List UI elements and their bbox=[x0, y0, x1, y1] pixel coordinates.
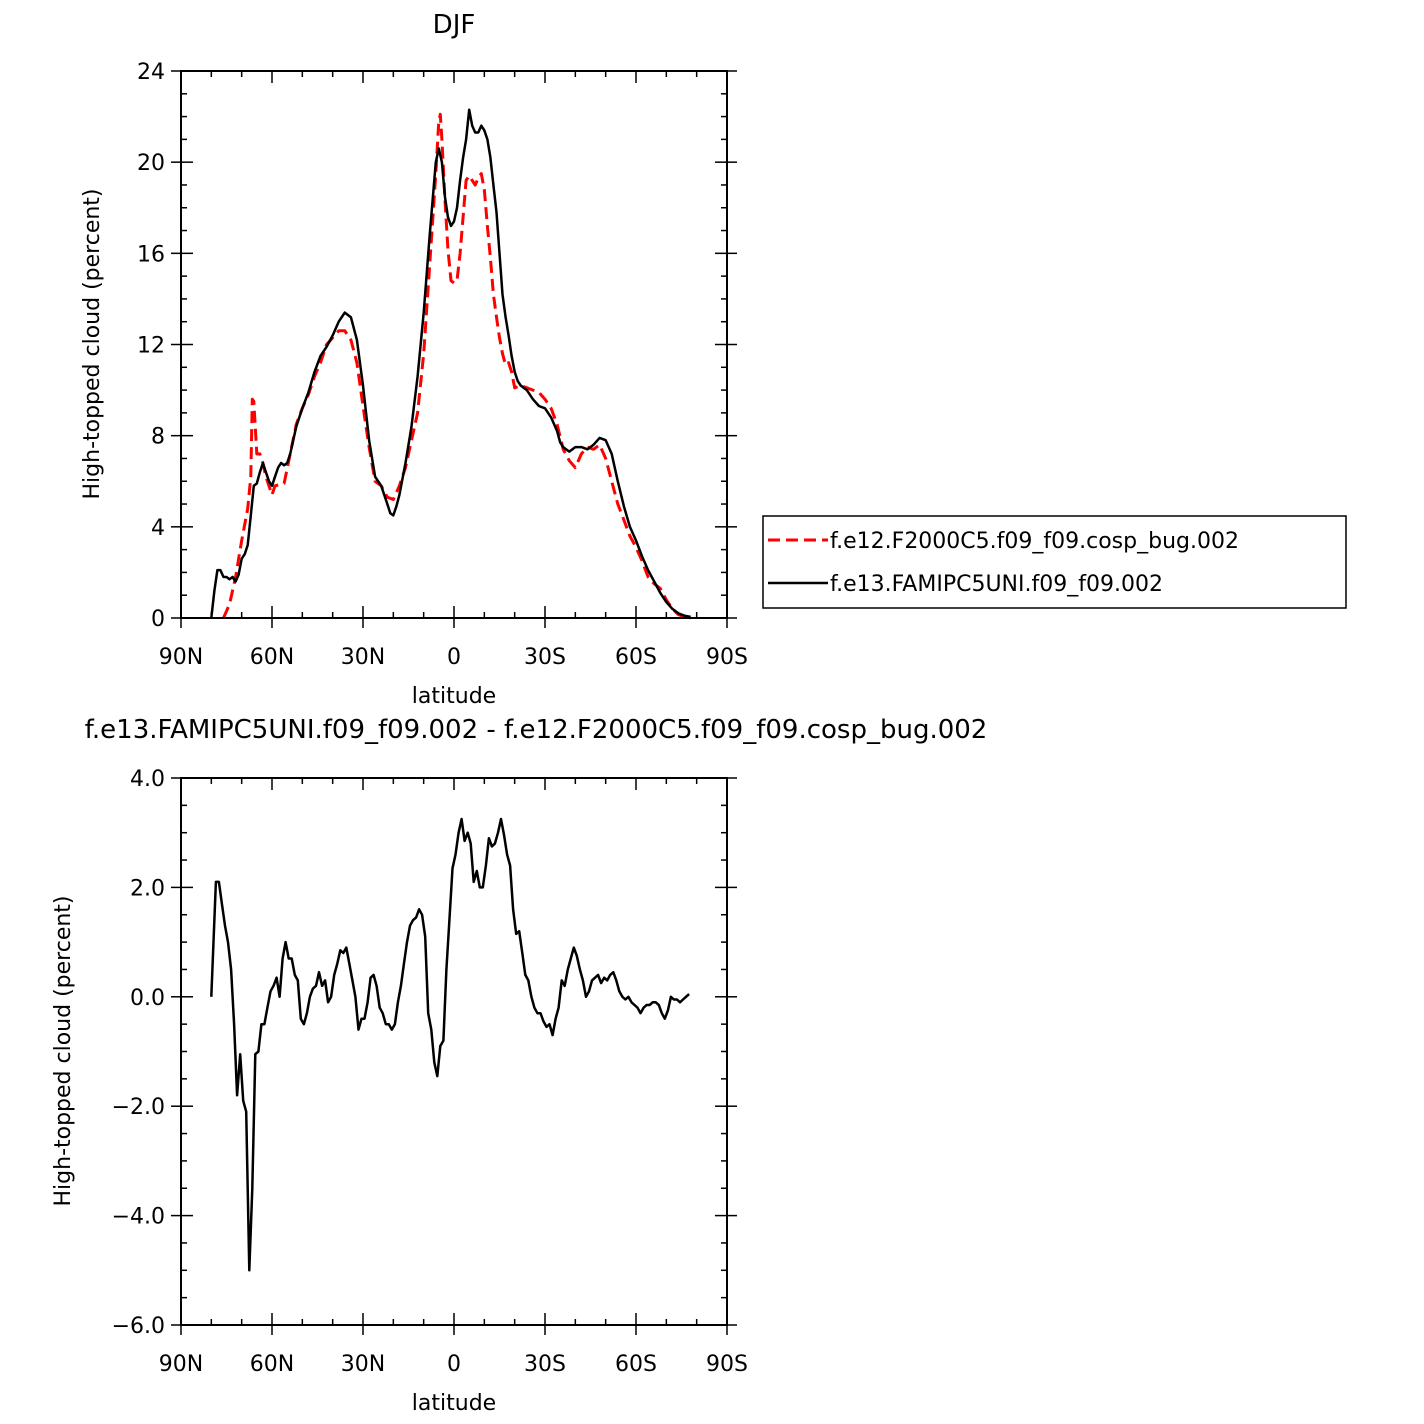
bottom-y-tick-label: −6.0 bbox=[112, 1314, 165, 1339]
bottom-plot-frame bbox=[180, 777, 728, 1326]
top-y-tick-label: 0 bbox=[151, 607, 165, 632]
legend-entry-1: f.e12.F2000C5.f09_f09.cosp_bug.002 bbox=[830, 529, 1239, 554]
bottom-x-axis-label: latitude bbox=[412, 1391, 496, 1416]
legend-entry-2: f.e13.FAMIPC5UNI.f09_f09.002 bbox=[830, 572, 1163, 597]
legend-box bbox=[762, 515, 1347, 609]
bottom-series-line-1 bbox=[210, 817, 690, 1272]
bottom-x-tick-label: 60S bbox=[615, 1352, 657, 1377]
top-y-tick-label: 4 bbox=[151, 516, 165, 541]
bottom-chart-title: f.e13.FAMIPC5UNI.f09_f09.002 - f.e12.F20… bbox=[85, 715, 988, 745]
bottom-panel: f.e13.FAMIPC5UNI.f09_f09.002 - f.e12.F20… bbox=[51, 715, 987, 1416]
top-plot-frame bbox=[180, 70, 728, 619]
top-panel: DJF 90N 60N 30N 0 30S 60S 90S 0 4 8 12 16 20 24 latit… bbox=[80, 10, 748, 709]
bottom-y-tick-label: 4.0 bbox=[130, 767, 165, 792]
bottom-x-tick-label: 60N bbox=[250, 1352, 294, 1377]
top-x-axis-label: latitude bbox=[412, 684, 496, 709]
top-x-tick-label: 60N bbox=[250, 645, 294, 670]
top-y-tick-label: 16 bbox=[137, 242, 165, 267]
top-y-tick-label: 24 bbox=[137, 60, 165, 85]
bottom-x-tick-label: 90S bbox=[706, 1352, 748, 1377]
bottom-y-tick-label: 2.0 bbox=[130, 876, 165, 901]
top-y-tick-label: 12 bbox=[137, 334, 165, 359]
top-x-tick-label: 90S bbox=[706, 645, 748, 670]
top-y-tick-label: 8 bbox=[151, 425, 165, 450]
top-series-line-1 bbox=[222, 112, 691, 620]
bottom-x-tick-label: 90N bbox=[159, 1352, 203, 1377]
bottom-y-tick-label: −4.0 bbox=[112, 1205, 165, 1230]
top-x-tick-label: 30N bbox=[341, 645, 385, 670]
bottom-y-tick-label: 0.0 bbox=[130, 986, 165, 1011]
legend: f.e12.F2000C5.f09_f09.cosp_bug.002 f.e13… bbox=[762, 515, 1347, 609]
bottom-x-tick-label: 30S bbox=[524, 1352, 566, 1377]
top-x-tick-label: 30S bbox=[524, 645, 566, 670]
top-x-tick-label: 0 bbox=[447, 645, 461, 670]
top-x-tick-label: 60S bbox=[615, 645, 657, 670]
bottom-x-tick-label: 30N bbox=[341, 1352, 385, 1377]
top-y-axis-label: High-topped cloud (percent) bbox=[80, 188, 105, 499]
top-series-line-2 bbox=[210, 108, 691, 619]
top-y-tick-label: 20 bbox=[137, 151, 165, 176]
bottom-y-axis-label: High-topped cloud (percent) bbox=[51, 895, 76, 1206]
top-chart-title: DJF bbox=[433, 10, 476, 40]
bottom-x-tick-label: 0 bbox=[447, 1352, 461, 1377]
bottom-y-tick-label: −2.0 bbox=[112, 1095, 165, 1120]
top-x-tick-label: 90N bbox=[159, 645, 203, 670]
